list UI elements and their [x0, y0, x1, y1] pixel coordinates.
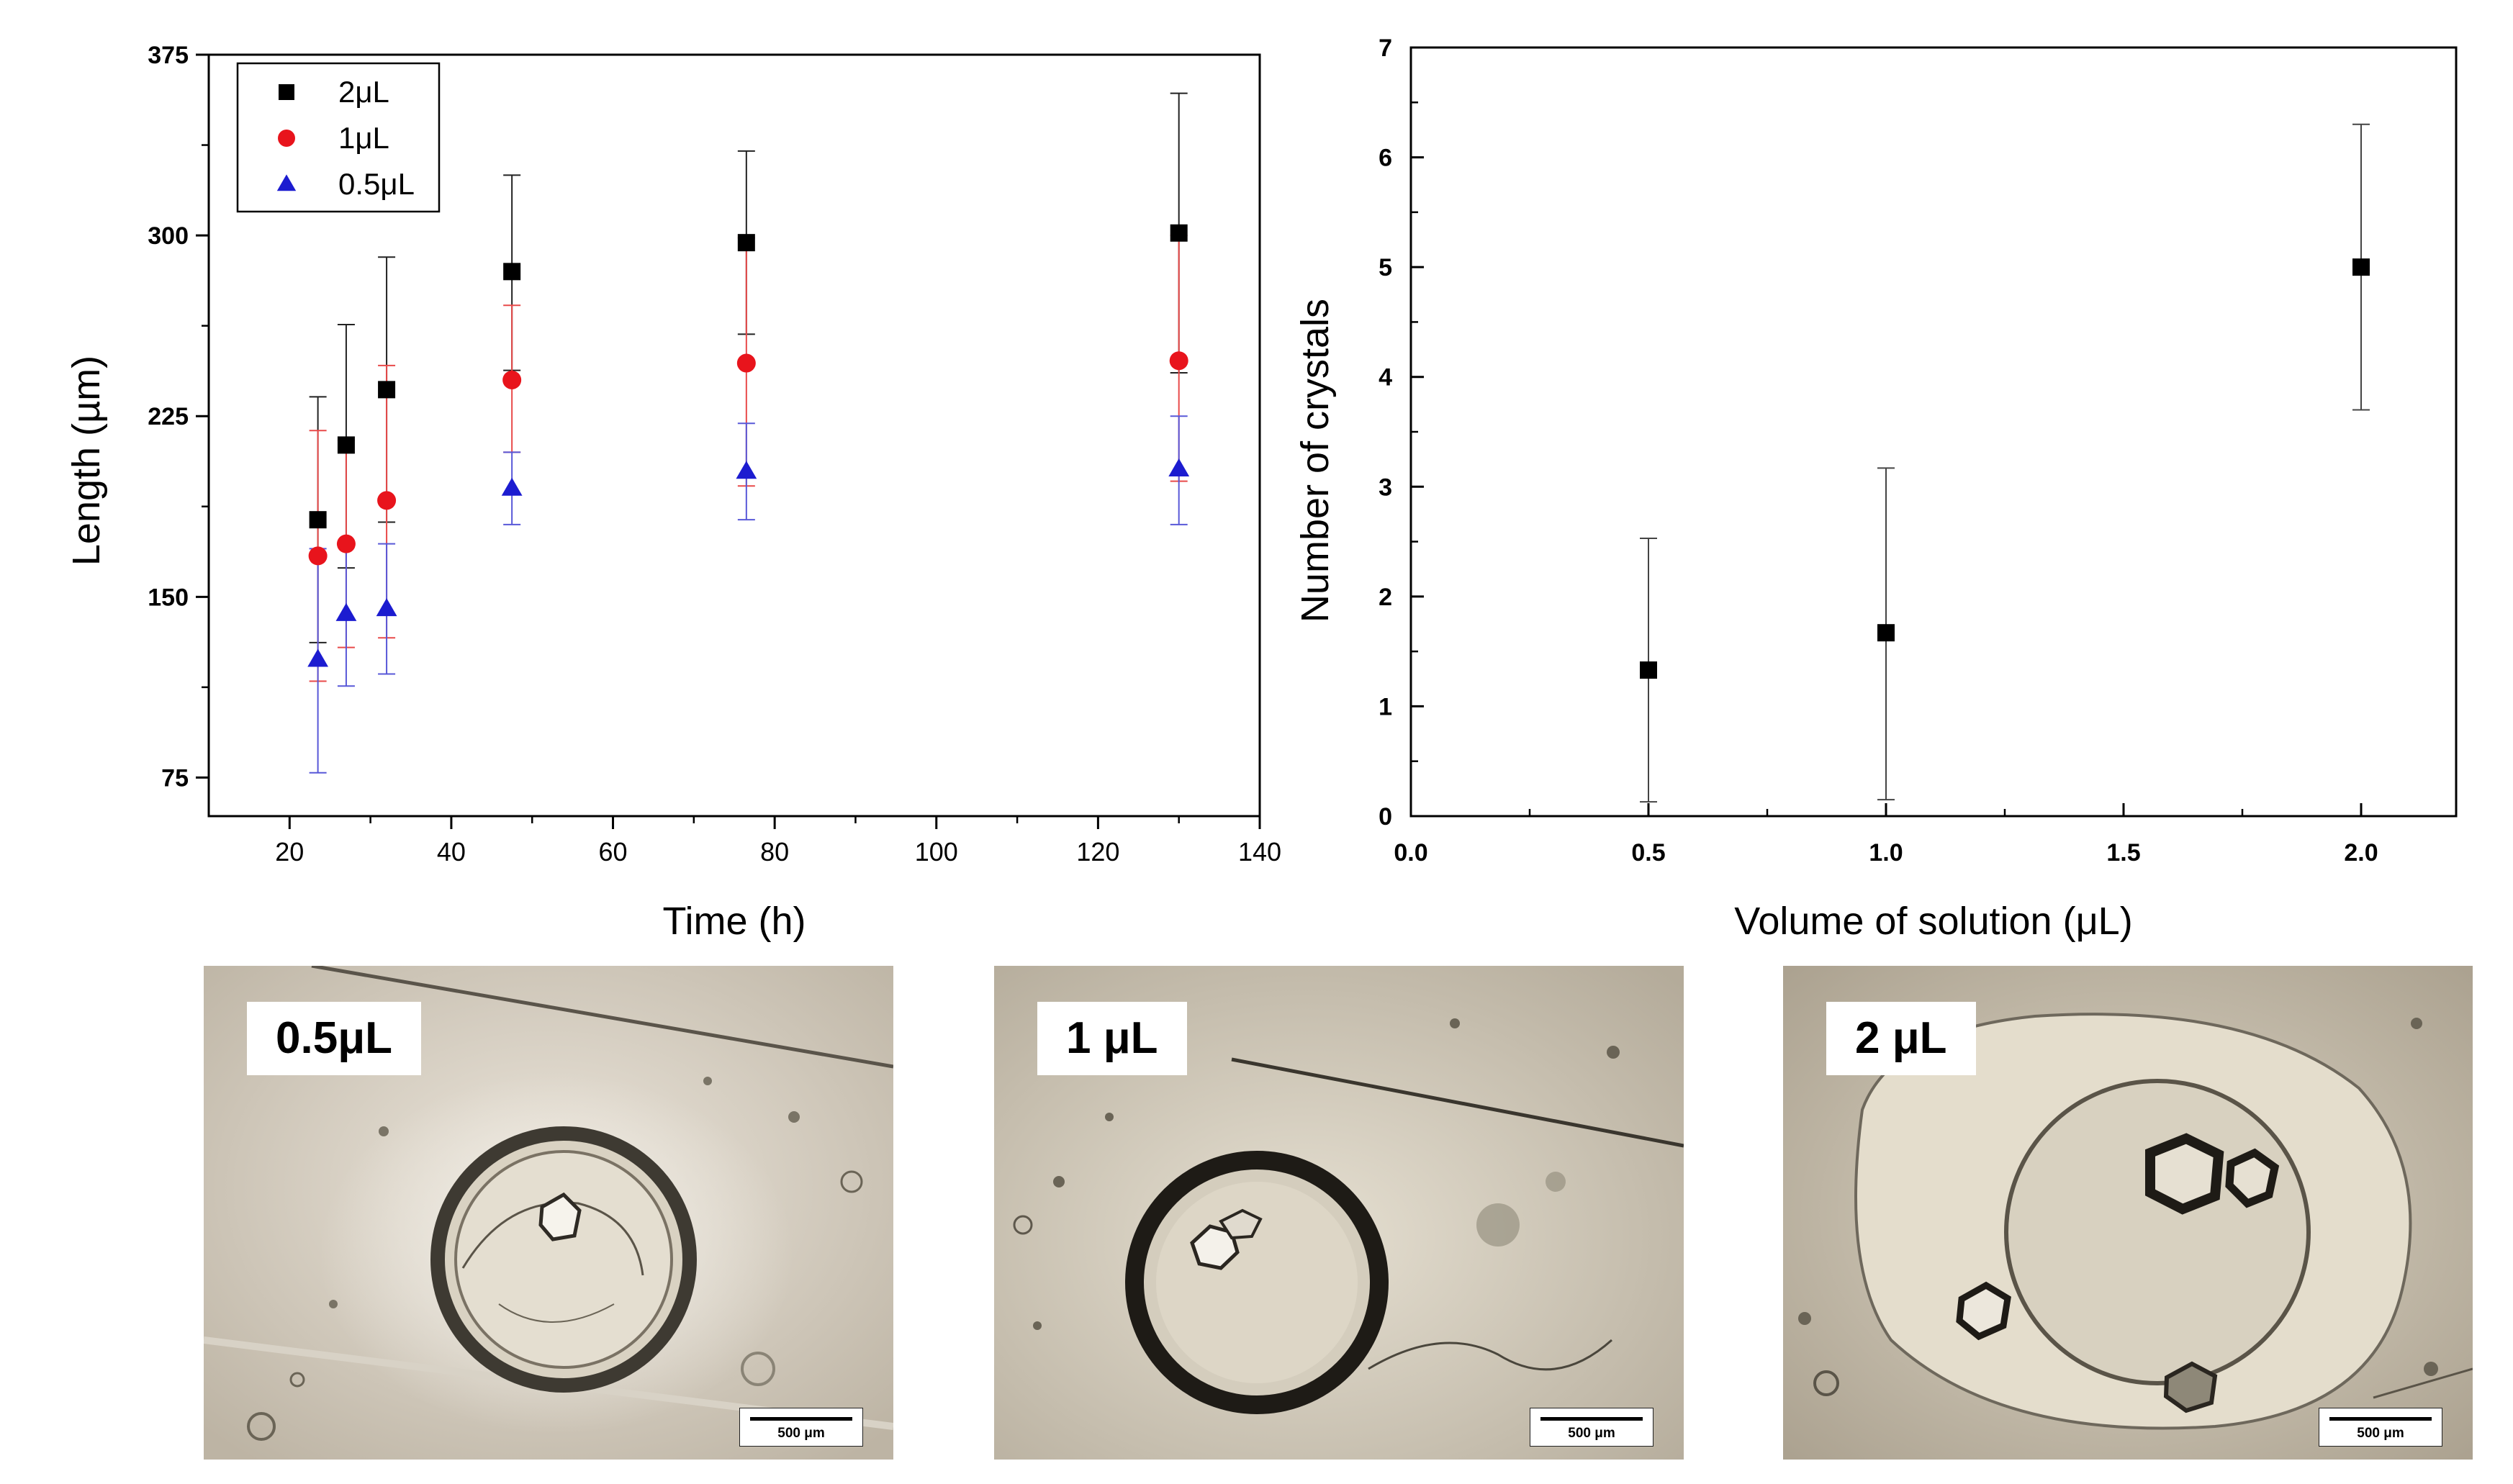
x-tick-label: 20	[275, 837, 304, 867]
legend-label: 0.5μL	[338, 167, 415, 201]
x-axis-label: Time (h)	[663, 900, 806, 943]
y-tick-label: 4	[1379, 364, 1392, 392]
y-tick-label: 1	[1379, 693, 1392, 720]
scale-bar-label: 500 μm	[1568, 1426, 1615, 1441]
legend-marker	[276, 174, 297, 191]
plot-frame	[1409, 46, 2458, 818]
y-tick-label: 7	[1379, 35, 1392, 62]
length-vs-time-chart: 20 40 60 80 100 120 140 75 150 225 300 375 2μL 1μL 0.…	[65, 42, 1281, 943]
y-tick-label: 75	[161, 764, 189, 792]
y-tick-label: 150	[148, 584, 189, 611]
y-axis-label: Number of crystals	[1294, 299, 1337, 623]
data-point	[2352, 258, 2370, 276]
micrograph-label: 1 μL	[1037, 1002, 1187, 1075]
y-tick-label: 3	[1379, 474, 1392, 501]
scale-bar-label: 500 μm	[777, 1426, 825, 1441]
data-point	[736, 353, 756, 373]
micrograph-0-5ul: 0.5μL 500 μm	[204, 966, 893, 1460]
data-point	[309, 511, 327, 529]
data-point	[1170, 224, 1188, 242]
data-point	[1640, 661, 1657, 679]
micrograph-2ul: 2 μL 500 μm	[1783, 966, 2473, 1460]
data-point	[502, 370, 522, 389]
scale-bar: 500 μm	[2319, 1408, 2442, 1447]
legend-box	[236, 62, 441, 213]
legend-label: 2μL	[338, 75, 389, 109]
x-tick-label: 1.0	[1869, 839, 1903, 867]
data-point	[501, 477, 523, 496]
scale-bar-label: 500 μm	[2357, 1426, 2404, 1441]
data-point	[307, 648, 329, 667]
data-point	[335, 602, 357, 621]
legend-marker	[279, 84, 294, 100]
x-tick-label: 80	[760, 837, 789, 867]
data-point	[1169, 351, 1188, 371]
data-point	[503, 263, 521, 281]
x-tick-label: 40	[437, 837, 466, 867]
micrograph-label: 0.5μL	[247, 1002, 421, 1075]
micrograph-label: 2 μL	[1826, 1002, 1976, 1075]
micrograph-1ul: 1 μL 500 μm	[994, 966, 1684, 1460]
legend-marker	[278, 130, 295, 147]
x-tick-label: 1.5	[2106, 839, 2140, 867]
x-tick-label: 2.0	[2344, 839, 2378, 867]
x-tick-label: 0.0	[1394, 839, 1427, 867]
data-point	[376, 598, 397, 617]
x-axis-label: Volume of solution (μL)	[1734, 900, 2132, 943]
data-point	[736, 461, 757, 479]
data-point	[377, 491, 397, 510]
plot-frame	[207, 53, 1261, 818]
x-tick-label: 60	[599, 837, 628, 867]
data-point	[1168, 458, 1190, 476]
x-tick-label: 100	[915, 837, 958, 867]
y-tick-label: 375	[148, 42, 189, 69]
y-axis-label: Length (µm)	[65, 356, 108, 566]
x-tick-label: 0.5	[1631, 839, 1665, 867]
scale-bar: 500 μm	[739, 1408, 863, 1447]
data-point	[737, 234, 755, 252]
y-tick-label: 225	[148, 403, 189, 430]
crystals-vs-volume-chart: 0.0 0.5 1.0 1.5 2.0 0 1 2 3 4 5 6 7 Volume of soluti…	[1294, 35, 2458, 943]
y-tick-label: 0	[1379, 803, 1392, 831]
data-point	[1877, 624, 1895, 642]
legend: 2μL 1μL 0.5μL	[236, 62, 441, 213]
x-tick-label: 120	[1076, 837, 1119, 867]
data-point	[378, 381, 396, 399]
y-tick-label: 6	[1379, 145, 1392, 172]
data-point	[308, 546, 328, 566]
y-tick-label: 2	[1379, 584, 1392, 611]
data-point	[337, 436, 355, 454]
y-tick-label: 5	[1379, 254, 1392, 281]
y-tick-label: 300	[148, 222, 189, 250]
data-point	[336, 534, 356, 553]
x-tick-label: 140	[1238, 837, 1281, 867]
legend-label: 1μL	[338, 121, 389, 155]
scale-bar: 500 μm	[1530, 1408, 1653, 1447]
